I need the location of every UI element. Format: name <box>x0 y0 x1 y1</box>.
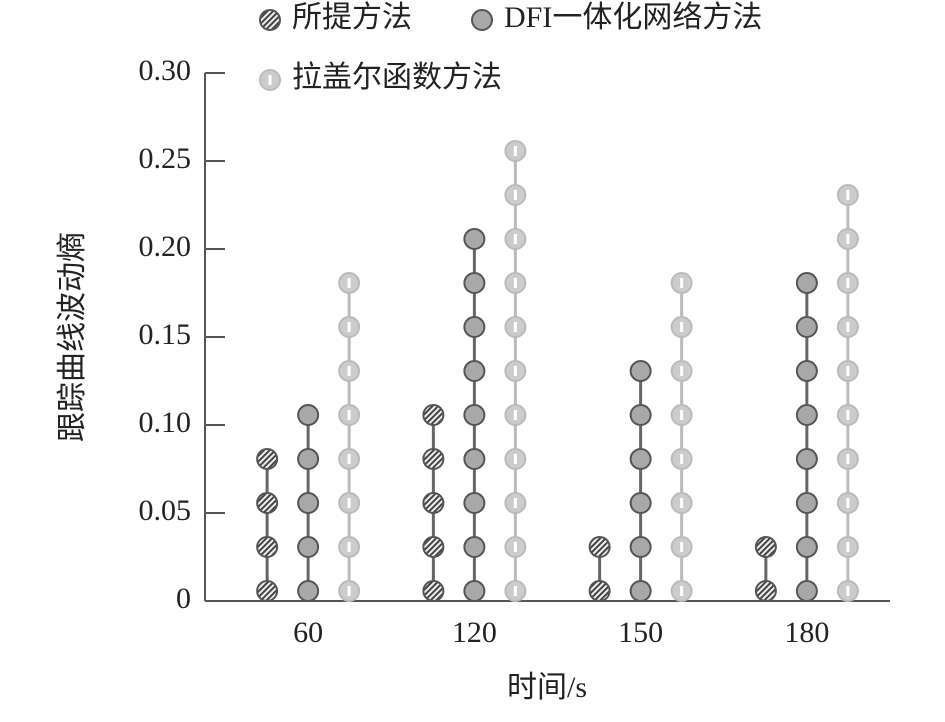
dot <box>463 492 486 514</box>
x-tick-label: 60 <box>293 616 323 649</box>
dot <box>629 448 652 470</box>
dot <box>588 580 611 602</box>
dot <box>795 580 818 602</box>
y-tick-label: 0.25 <box>139 142 192 175</box>
dot <box>297 536 320 558</box>
dot <box>256 448 279 470</box>
dot <box>463 316 486 338</box>
dot <box>297 404 320 426</box>
dot <box>629 360 652 382</box>
dot <box>463 536 486 558</box>
dot <box>754 580 777 602</box>
dot <box>297 492 320 514</box>
y-axis-label: 跟踪曲线波动熵 <box>56 232 89 442</box>
dot <box>463 360 486 382</box>
y-tick-label: 0.10 <box>139 406 192 439</box>
y-tick-label: 0.15 <box>139 318 192 351</box>
dot <box>463 448 486 470</box>
dot <box>588 536 611 558</box>
legend-marker <box>259 9 281 31</box>
dot <box>422 492 445 514</box>
dot <box>795 448 818 470</box>
legend-marker <box>471 9 493 31</box>
dot <box>463 272 486 294</box>
dot <box>422 580 445 602</box>
dot <box>297 580 320 602</box>
legend-label: DFI一体化网络方法 <box>504 1 762 34</box>
dot <box>629 580 652 602</box>
y-tick-label: 0.20 <box>139 230 192 263</box>
dot <box>422 448 445 470</box>
dot <box>463 404 486 426</box>
dot <box>422 404 445 426</box>
dot <box>795 536 818 558</box>
dot <box>463 580 486 602</box>
dot <box>629 536 652 558</box>
dot <box>629 492 652 514</box>
x-tick-label: 120 <box>452 616 497 649</box>
legend-label: 所提方法 <box>292 1 412 34</box>
legend-label: 拉盖尔函数方法 <box>292 61 502 94</box>
dot <box>256 580 279 602</box>
dot <box>795 492 818 514</box>
y-tick-label: 0 <box>176 582 191 615</box>
x-tick-label: 180 <box>784 616 829 649</box>
dot <box>463 228 486 250</box>
y-tick-label: 0.05 <box>139 494 192 527</box>
dot <box>795 272 818 294</box>
y-tick-label: 0.30 <box>139 54 192 87</box>
x-axis-label: 时间/s <box>507 671 587 704</box>
dot <box>422 536 445 558</box>
dot <box>297 448 320 470</box>
dot <box>629 404 652 426</box>
dot <box>795 404 818 426</box>
x-tick-label: 150 <box>618 616 663 649</box>
dot <box>795 360 818 382</box>
dot <box>256 492 279 514</box>
dot <box>256 536 279 558</box>
dot <box>754 536 777 558</box>
dot <box>795 316 818 338</box>
